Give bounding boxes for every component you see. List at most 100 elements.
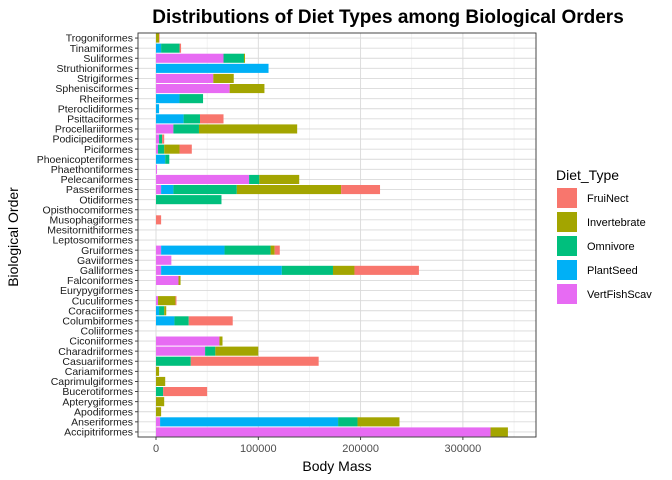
y-tick-label: Phaethontiformes: [51, 164, 133, 176]
bar-segment-vertfishscav-phaethontiformes: [156, 164, 158, 174]
y-tick-label: Coraciiformes: [68, 305, 133, 317]
bar-segment-invertebrate-procellariiformes: [198, 124, 298, 134]
bar-segment-fruinect-cuculiformes: [175, 296, 177, 306]
bar-segment-invertebrate-cuculiformes: [158, 296, 176, 306]
bar-segment-omnivore-anseriformes: [338, 417, 358, 427]
y-tick-label: Eurypygiformes: [60, 285, 133, 297]
bar-segment-fruinect-tinamiformes: [179, 43, 182, 53]
y-tick-label: Coliiformes: [80, 326, 133, 338]
bar-segment-invertebrate-anseriformes: [357, 417, 400, 427]
y-axis-tick-labels: TrogoniformesTinamiformesSuliformesStrut…: [37, 33, 138, 439]
bar-segment-vertfishscav-passeriformes: [156, 185, 162, 195]
y-tick-label: Gruiformes: [81, 245, 133, 257]
bar-segment-invertebrate-ciconiiformes: [219, 336, 223, 346]
legend: Diet_Type FruiNect Invertebrate Omnivore Pl…: [556, 167, 652, 304]
bar-segment-omnivore-rheiformes: [179, 94, 204, 104]
y-tick-label: Caprimulgiformes: [51, 376, 133, 388]
y-tick-label: Pelecaniformes: [61, 174, 133, 186]
bar-segment-fruinect-columbiformes: [188, 316, 233, 326]
bar-segment-plantseed-rheiformes: [156, 94, 180, 104]
bar-segment-vertfishscav-cuculiformes: [156, 296, 159, 306]
legend-swatch-vertfishscav: [557, 284, 577, 304]
legend-label-vertfishscav: VertFishScav: [587, 289, 652, 301]
bar-segment-invertebrate-galliformes: [332, 265, 355, 275]
y-tick-label: Gaviiformes: [77, 255, 133, 267]
bar-segment-vertfishscav-gruiformes: [156, 245, 162, 255]
y-tick-label: Struthioniformes: [57, 63, 133, 75]
bar-segment-invertebrate-sphenisciformes: [229, 84, 265, 94]
bar-segment-omnivore-casuariiformes: [156, 356, 191, 366]
y-tick-label: Phoenicopteriformes: [37, 154, 133, 166]
y-axis-title: Biological Order: [5, 187, 21, 287]
y-tick-label: Cariamiformes: [65, 366, 133, 378]
y-tick-label: Falconiformes: [67, 275, 133, 287]
bar-segment-fruinect-musophagiformes: [156, 215, 162, 225]
x-tick-label: 300000: [445, 443, 482, 455]
bar-segment-vertfishscav-galliformes: [156, 265, 162, 275]
bar-segment-plantseed-psittaciformes: [156, 114, 184, 124]
bar-segment-omnivore-phoenicopteriformes: [165, 154, 170, 164]
bar-segment-vertfishscav-charadriiformes: [156, 346, 206, 356]
bar-segment-plantseed-pteroclidiformes: [156, 104, 160, 114]
y-tick-label: Leptosomiformes: [52, 235, 133, 247]
bar-segment-plantseed-tinamiformes: [156, 43, 162, 53]
y-tick-label: Rheiformes: [79, 93, 133, 105]
legend-label-fruinect: FruiNect: [587, 193, 629, 205]
y-tick-label: Cuculiformes: [72, 295, 133, 307]
bar-segment-omnivore-gruiformes: [224, 245, 271, 255]
bar-segment-omnivore-pelecaniformes: [249, 174, 260, 184]
bar-segment-omnivore-suliformes: [223, 53, 244, 63]
bar-segment-invertebrate-piciformes: [164, 144, 180, 154]
bar-segment-plantseed-anseriformes: [160, 417, 339, 427]
legend-label-plantseed: PlantSeed: [587, 265, 638, 277]
legend-title: Diet_Type: [556, 167, 619, 183]
bar-segment-plantseed-galliformes: [161, 265, 282, 275]
bar-segment-fruinect-gruiformes: [274, 245, 280, 255]
bar-segment-invertebrate-falconiformes: [178, 275, 181, 285]
bar-segment-invertebrate-gruiformes: [270, 245, 275, 255]
bar-segment-omnivore-galliformes: [281, 265, 333, 275]
y-tick-label: Opisthocomiformes: [43, 204, 133, 216]
bar-segment-fruinect-podicipediformes: [162, 134, 165, 144]
bar-segment-omnivore-psittaciformes: [183, 114, 200, 124]
bar-segment-vertfishscav-anseriformes: [156, 417, 161, 427]
y-tick-label: Piciformes: [84, 144, 133, 156]
y-tick-label: Podicipediformes: [52, 134, 133, 146]
bar-segment-plantseed-gruiformes: [161, 245, 225, 255]
y-tick-label: Trogoniformes: [66, 33, 133, 45]
x-axis-title: Body Mass: [302, 458, 371, 474]
x-axis-tick-labels: 0 100000 200000 300000: [153, 437, 481, 455]
legend-swatch-invertebrate: [557, 212, 577, 232]
legend-swatch-fruinect: [557, 188, 577, 208]
x-tick-label: 0: [153, 443, 159, 455]
y-tick-label: Accipitriformes: [64, 427, 133, 439]
bar-segment-fruinect-bucerotiformes: [163, 387, 208, 397]
bar-segment-fruinect-passeriformes: [341, 185, 381, 195]
bar-segment-omnivore-otidiformes: [156, 195, 222, 205]
bar-segment-invertebrate-trogoniformes: [156, 33, 160, 43]
legend-label-omnivore: Omnivore: [587, 241, 635, 253]
plot-background: [138, 33, 536, 437]
bar-segment-vertfishscav-piciformes: [156, 144, 159, 154]
y-tick-label: Sphenisciformes: [55, 83, 133, 95]
bar-segment-omnivore-charadriiformes: [205, 346, 216, 356]
y-tick-label: Tinamiformes: [70, 43, 133, 55]
bar-segment-vertfishscav-falconiformes: [156, 275, 179, 285]
y-tick-label: Mesitornithiformes: [47, 225, 133, 237]
bar-segment-plantseed-phoenicopteriformes: [156, 154, 166, 164]
bar-segment-invertebrate-accipitriformes: [490, 427, 508, 437]
bar-segment-omnivore-coraciiformes: [159, 306, 165, 316]
y-tick-label: Ciconiiformes: [69, 336, 133, 348]
y-tick-label: Galliformes: [80, 265, 133, 277]
y-tick-label: Strigiformes: [77, 73, 133, 85]
bar-segment-invertebrate-coraciiformes: [164, 306, 167, 316]
bar-segment-plantseed-passeriformes: [161, 185, 174, 195]
legend-label-invertebrate: Invertebrate: [587, 217, 646, 229]
plot-panel: [137, 32, 537, 438]
bar-segment-fruinect-casuariiformes: [190, 356, 319, 366]
bar-segment-invertebrate-cariamiformes: [156, 366, 160, 376]
bar-segment-omnivore-tinamiformes: [161, 43, 180, 53]
y-tick-label: Passeriformes: [66, 184, 133, 196]
bar-segment-invertebrate-pelecaniformes: [259, 174, 300, 184]
